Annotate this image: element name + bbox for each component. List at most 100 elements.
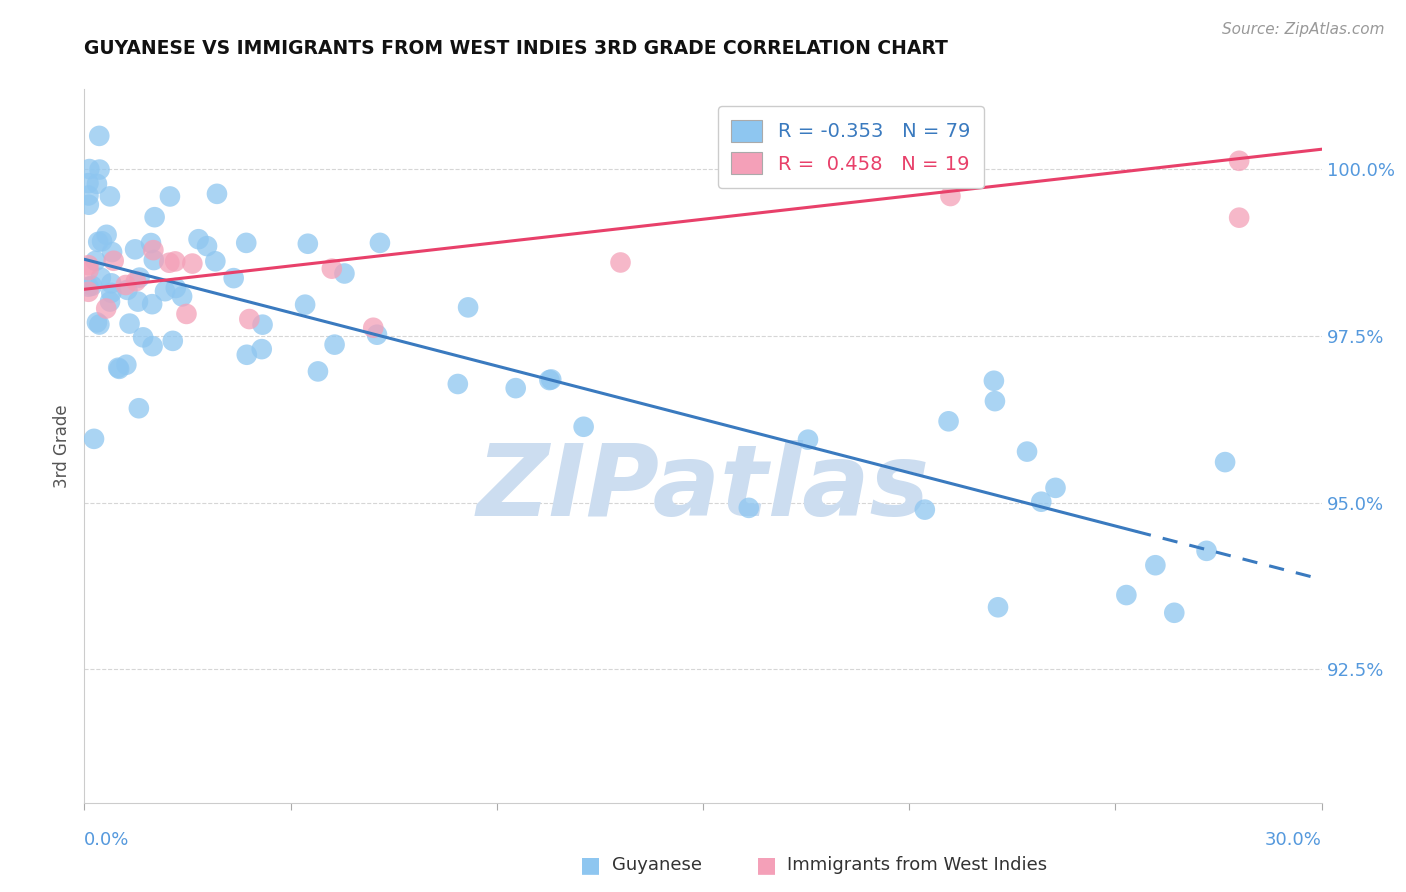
Point xyxy=(157,256,180,270)
Point xyxy=(333,267,356,281)
Point xyxy=(252,318,274,332)
Point xyxy=(77,176,100,190)
Point xyxy=(114,278,136,293)
Text: ZIPatlas: ZIPatlas xyxy=(477,441,929,537)
Point xyxy=(797,433,820,447)
Point xyxy=(165,281,187,295)
Point xyxy=(143,210,166,224)
Y-axis label: 3rd Grade: 3rd Grade xyxy=(53,404,72,488)
Point xyxy=(366,327,388,342)
Point xyxy=(132,330,155,344)
Point xyxy=(165,254,187,268)
Point xyxy=(98,294,121,309)
Point xyxy=(91,235,114,249)
Point xyxy=(77,258,100,272)
Text: Guyanese: Guyanese xyxy=(612,856,702,874)
Point xyxy=(90,270,112,285)
Point xyxy=(89,318,111,332)
Text: ■: ■ xyxy=(756,855,776,875)
Point xyxy=(538,373,561,387)
Point xyxy=(187,232,209,246)
Point xyxy=(1115,588,1137,602)
Point xyxy=(77,263,100,277)
Point xyxy=(162,334,184,348)
Point xyxy=(89,162,111,177)
Point xyxy=(572,419,595,434)
Point xyxy=(236,348,259,362)
Point xyxy=(107,360,129,375)
Point xyxy=(117,283,139,297)
Point xyxy=(86,177,108,191)
Point xyxy=(307,364,329,378)
Point xyxy=(368,235,391,250)
Text: 0.0%: 0.0% xyxy=(84,831,129,849)
Point xyxy=(204,254,226,268)
Point xyxy=(87,235,110,249)
Point xyxy=(142,253,165,268)
Point xyxy=(96,301,118,316)
Point xyxy=(77,198,100,212)
Point xyxy=(1227,153,1250,168)
Point xyxy=(181,256,204,270)
Text: Source: ZipAtlas.com: Source: ZipAtlas.com xyxy=(1222,22,1385,37)
Point xyxy=(222,271,245,285)
Point xyxy=(540,372,562,386)
Text: 30.0%: 30.0% xyxy=(1265,831,1322,849)
Point xyxy=(142,339,165,353)
Point xyxy=(96,227,118,242)
Point xyxy=(153,284,176,298)
Point xyxy=(738,500,761,515)
Point xyxy=(172,289,194,303)
Point xyxy=(100,277,122,291)
Point xyxy=(939,189,962,203)
Point xyxy=(142,243,165,257)
Point xyxy=(77,188,100,202)
Point xyxy=(124,243,146,257)
Point xyxy=(1144,558,1167,573)
Point xyxy=(115,358,138,372)
Point xyxy=(938,414,960,428)
Point xyxy=(77,279,100,293)
Point xyxy=(457,301,479,315)
Point xyxy=(235,235,257,250)
Point xyxy=(159,189,181,203)
Point xyxy=(250,342,273,356)
Point xyxy=(321,261,343,276)
Point xyxy=(139,235,162,250)
Point xyxy=(983,374,1005,388)
Point xyxy=(297,236,319,251)
Point xyxy=(984,394,1007,409)
Point xyxy=(100,285,122,300)
Point xyxy=(127,294,149,309)
Point xyxy=(125,274,148,288)
Point xyxy=(79,162,101,177)
Point xyxy=(108,362,131,376)
Point xyxy=(1213,455,1236,469)
Point xyxy=(205,186,228,201)
Point xyxy=(141,297,163,311)
Point xyxy=(238,312,260,326)
Point xyxy=(1227,211,1250,225)
Legend: R = -0.353   N = 79, R =  0.458   N = 19: R = -0.353 N = 79, R = 0.458 N = 19 xyxy=(718,106,984,188)
Point xyxy=(84,253,107,268)
Point xyxy=(914,502,936,516)
Point xyxy=(609,255,631,269)
Point xyxy=(361,320,384,334)
Point xyxy=(195,239,218,253)
Point xyxy=(294,298,316,312)
Point xyxy=(83,432,105,446)
Point xyxy=(1195,544,1218,558)
Point xyxy=(447,376,470,391)
Point xyxy=(101,245,124,260)
Point xyxy=(987,600,1010,615)
Point xyxy=(128,270,150,285)
Point xyxy=(1031,494,1053,508)
Point xyxy=(1015,444,1038,458)
Text: Immigrants from West Indies: Immigrants from West Indies xyxy=(787,856,1047,874)
Text: GUYANESE VS IMMIGRANTS FROM WEST INDIES 3RD GRADE CORRELATION CHART: GUYANESE VS IMMIGRANTS FROM WEST INDIES … xyxy=(84,39,948,58)
Point xyxy=(128,401,150,416)
Point xyxy=(505,381,527,395)
Point xyxy=(86,315,108,329)
Point xyxy=(98,189,121,203)
Point xyxy=(80,278,103,293)
